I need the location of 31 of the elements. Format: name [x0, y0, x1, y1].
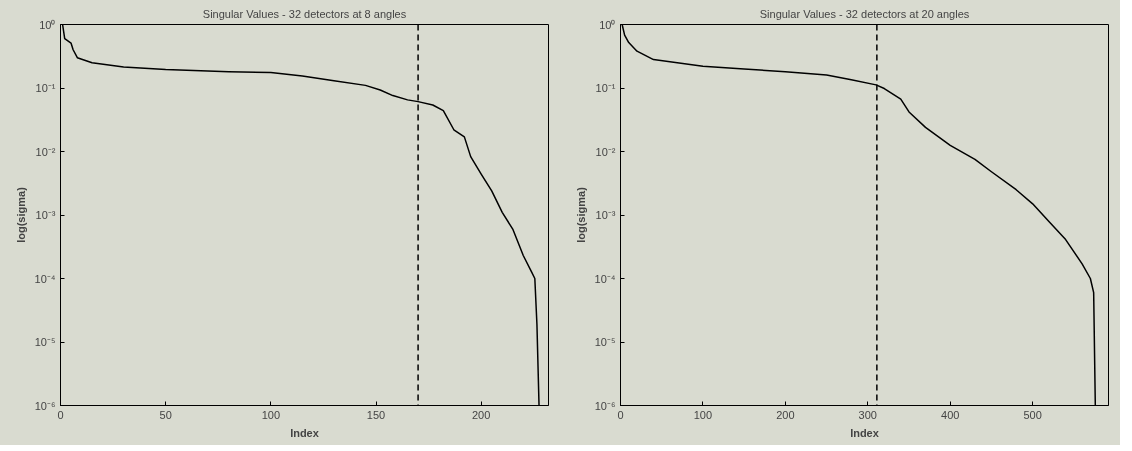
y-axis-title: log(sigma) [14, 186, 27, 243]
x-tick-label: 300 [858, 408, 877, 421]
y-tick-label: 10⁰ [39, 18, 56, 31]
x-tick-label: 400 [941, 408, 960, 421]
y-tick-label: 10⁻⁴ [594, 272, 616, 285]
y-tick-label: 10⁻² [595, 145, 616, 158]
x-axis-title: Index [290, 426, 320, 439]
y-tick-label: 10⁻¹ [35, 82, 56, 94]
x-tick-label: 150 [366, 408, 386, 421]
y-tick-label: 10⁻⁴ [34, 272, 56, 285]
y-tick-label: 10⁰ [599, 18, 616, 31]
x-tick-label: 500 [1023, 408, 1042, 421]
x-tick-label: 100 [261, 408, 281, 421]
y-axis-title: log(sigma) [574, 186, 587, 243]
x-tick-label: 200 [776, 408, 795, 421]
y-tick-label: 10⁻⁵ [34, 336, 56, 348]
y-tick-label: 10⁻³ [35, 209, 56, 221]
chart-title: Singular Values - 32 detectors at 20 angles [759, 7, 970, 20]
x-axis-title: Index [850, 426, 880, 439]
x-tick-label: 0 [617, 408, 624, 421]
x-tick-label: 0 [57, 408, 64, 421]
y-tick-label: 10⁻³ [595, 209, 616, 221]
chart-title: Singular Values - 32 detectors at 8 angles [202, 7, 407, 20]
x-tick-label: 200 [472, 408, 491, 421]
y-tick-label: 10⁻¹ [595, 82, 616, 94]
y-tick-label: 10⁻⁶ [594, 399, 616, 412]
y-tick-label: 10⁻⁶ [34, 399, 56, 412]
y-tick-label: 10⁻² [35, 145, 56, 158]
x-tick-label: 100 [693, 408, 713, 421]
x-tick-label: 50 [159, 408, 172, 421]
y-tick-label: 10⁻⁵ [594, 336, 616, 348]
